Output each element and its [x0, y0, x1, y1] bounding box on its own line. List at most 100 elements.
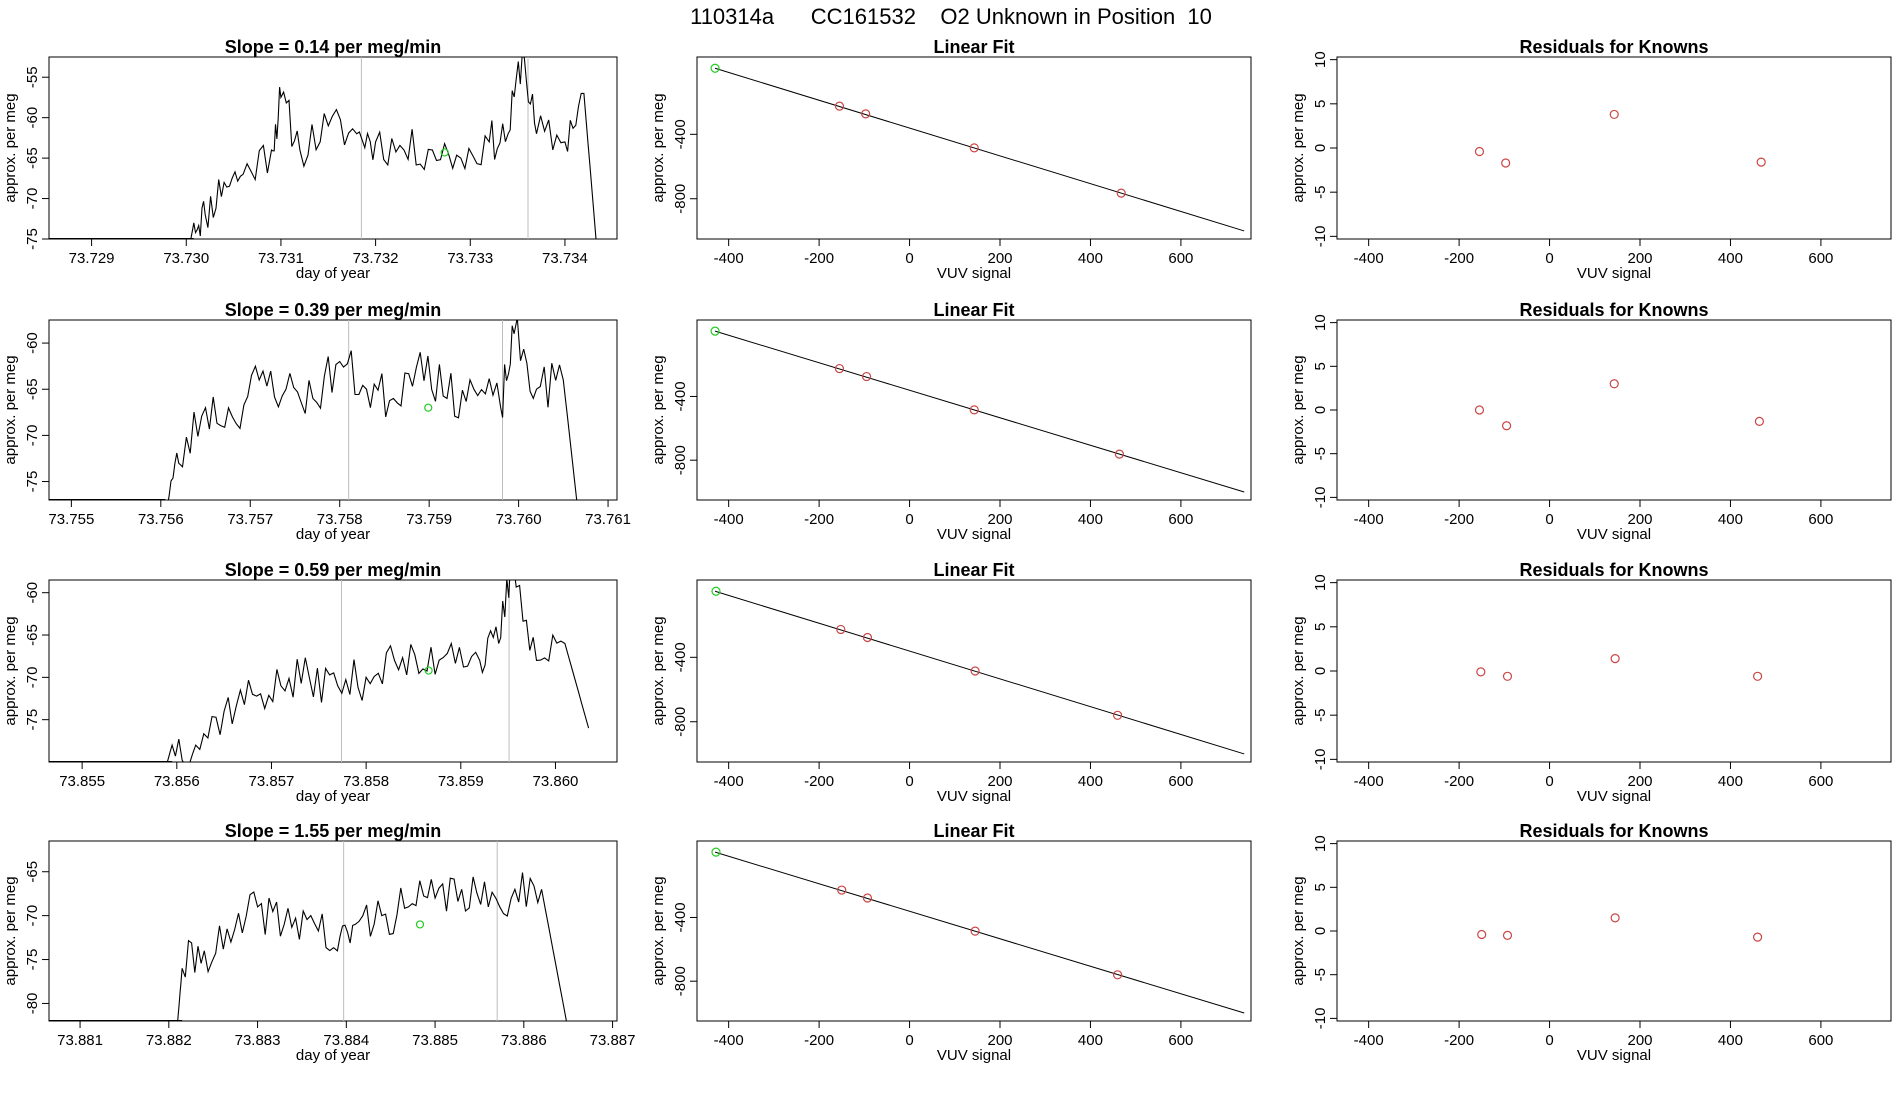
y-tick-label: 10: [1312, 314, 1329, 331]
x-tick-label: 73.759: [406, 511, 452, 528]
plot-frame: [1336, 840, 1892, 1022]
x-tick-label: 400: [1078, 511, 1103, 528]
x-axis-label: VUV signal: [1577, 1047, 1651, 1064]
y-tick-label: -75: [24, 709, 41, 731]
chart-title: Slope = 0.39 per meg/min: [225, 300, 442, 320]
x-tick-label: 200: [1627, 1032, 1652, 1049]
plot-area: [1477, 913, 1763, 942]
chart-panel-4-1: Slope = 1.55 per meg/min 73.881 73.882 73.8…: [2, 821, 636, 1064]
chart-title: Linear Fit: [933, 300, 1014, 320]
x-tick-label: -200: [1444, 250, 1474, 267]
known-point: [969, 405, 979, 415]
y-axis-label: approx. per meg: [1290, 616, 1307, 725]
plot-area: [710, 326, 1245, 493]
plot-area: [49, 580, 590, 762]
y-tick-label: -70: [24, 667, 41, 689]
x-tick-label: 400: [1718, 511, 1743, 528]
y-tick-label: -400: [672, 119, 689, 149]
x-tick-label: -400: [714, 773, 744, 790]
x-tick-label: 73.884: [323, 1032, 369, 1049]
chart-panel-1-3: Residuals for Knowns -400 -200 0 200 400 600 10…: [1290, 37, 1892, 282]
chart-title: Slope = 0.14 per meg/min: [225, 37, 442, 57]
x-tick-label: 200: [987, 1032, 1012, 1049]
known-point: [969, 143, 979, 153]
known-point: [1609, 109, 1619, 120]
y-tick-label: -5: [1312, 447, 1329, 460]
y-tick-label: -800: [672, 707, 689, 737]
chart-title: Slope = 1.55 per meg/min: [225, 821, 442, 841]
known-point: [834, 101, 845, 111]
known-point: [861, 109, 871, 119]
x-tick-label: 0: [905, 250, 913, 267]
x-tick-label: 200: [1627, 773, 1652, 790]
y-tick-label: -55: [24, 66, 41, 88]
plot-area: [711, 847, 1245, 1014]
x-tick-label: 600: [1168, 1032, 1193, 1049]
x-tick-label: -200: [804, 250, 834, 267]
known-point: [1112, 970, 1123, 980]
y-tick-label: 5: [1312, 100, 1329, 108]
data-trace: [190, 57, 597, 239]
page-title: 110314a CC161532 O2 Unknown in Position …: [690, 4, 1212, 29]
plot-frame: [48, 319, 618, 501]
chart-panel-4-2: Linear Fit -400 -200 0 200 400 600 -400 -800 VUV …: [650, 821, 1252, 1064]
chart-panel-3-2: Linear Fit -400 -200 0 200 400 600 -400 -800 VUV …: [650, 560, 1252, 805]
x-tick-label: -400: [1354, 1032, 1384, 1049]
chart-panel-1-2: Linear Fit -400 -200 0 200 400 600 -400 -800 VUV …: [650, 37, 1252, 282]
y-axis-label: approx. per meg: [2, 616, 19, 725]
y-tick-label: -65: [24, 861, 41, 883]
y-tick-label: -70: [24, 425, 41, 447]
x-tick-label: 600: [1168, 511, 1193, 528]
x-axis-label: VUV signal: [1577, 265, 1651, 282]
y-tick-label: -5: [1312, 968, 1329, 981]
y-tick-label: -400: [672, 642, 689, 672]
x-tick-label: -400: [1354, 773, 1384, 790]
x-tick-label: 73.760: [496, 511, 542, 528]
x-axis-label: day of year: [296, 788, 370, 805]
x-tick-label: 73.860: [533, 773, 579, 790]
known-point: [1112, 710, 1123, 720]
chart-title: Slope = 0.59 per meg/min: [225, 560, 442, 580]
chart-title: Residuals for Knowns: [1519, 37, 1708, 57]
x-tick-label: 73.758: [317, 511, 363, 528]
plot-frame: [696, 56, 1252, 240]
known-point: [1609, 379, 1619, 389]
x-axis-label: day of year: [296, 1047, 370, 1064]
known-point: [1610, 654, 1620, 664]
known-point: [1474, 405, 1485, 415]
y-axis-label: approx. per meg: [650, 616, 667, 725]
known-point: [1756, 157, 1766, 167]
x-tick-label: 400: [1718, 1032, 1743, 1049]
y-tick-label: 0: [1312, 667, 1329, 675]
y-tick-label: -400: [672, 381, 689, 411]
plot-area: [49, 57, 597, 239]
y-tick-label: 5: [1312, 362, 1329, 370]
x-tick-label: 200: [987, 511, 1012, 528]
known-point: [1116, 188, 1126, 198]
y-tick-label: -75: [24, 228, 41, 250]
chart-panel-2-3: Residuals for Knowns -400 -200 0 200 400 600 10…: [1290, 300, 1892, 543]
plot-area: [1474, 379, 1764, 431]
plot-frame: [696, 579, 1252, 763]
y-tick-label: -80: [24, 993, 41, 1015]
x-tick-label: 400: [1078, 773, 1103, 790]
x-tick-label: 200: [987, 250, 1012, 267]
chart-title: Linear Fit: [933, 560, 1014, 580]
x-axis-label: VUV signal: [937, 1047, 1011, 1064]
y-axis-label: approx. per meg: [650, 876, 667, 985]
unknown-marker: [415, 920, 425, 929]
x-tick-label: 73.857: [249, 773, 295, 790]
x-tick-label: -400: [1354, 250, 1384, 267]
chart-panel-1-1: Slope = 0.14 per meg/min 73.729 73.730 73.7…: [2, 37, 618, 282]
x-tick-label: 73.734: [542, 250, 588, 267]
plot-frame: [1336, 319, 1892, 501]
x-tick-label: 600: [1808, 250, 1833, 267]
known-point: [970, 926, 980, 936]
y-tick-label: -60: [24, 107, 41, 129]
x-tick-label: -200: [804, 773, 834, 790]
plot-frame: [48, 56, 618, 240]
known-point: [1502, 930, 1513, 940]
unknown-marker: [440, 148, 449, 157]
unknown-point: [711, 847, 721, 857]
